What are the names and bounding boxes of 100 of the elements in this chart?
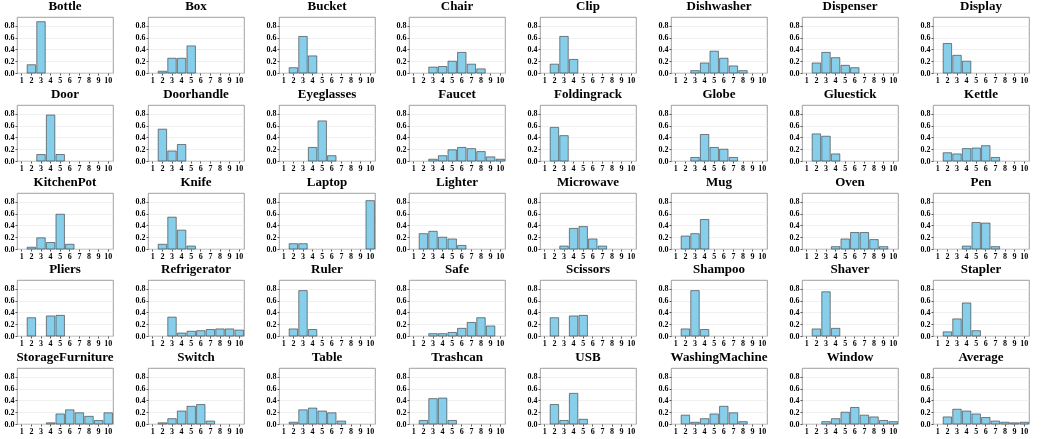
y-tick-label: 0.6 xyxy=(4,120,15,130)
x-tick-label: 3 xyxy=(954,163,959,173)
y-tick-label: 0.2 xyxy=(396,232,407,242)
y-tick-label: 0.4 xyxy=(658,220,669,230)
y-tick-label: 0.2 xyxy=(266,407,277,417)
chart-title: Doorhandle xyxy=(162,85,229,101)
x-tick-label: 3 xyxy=(823,426,828,436)
x-tick-label: 7 xyxy=(77,338,82,348)
y-tick-label: 0.0 xyxy=(4,244,15,254)
x-tick-label: 5 xyxy=(58,251,63,261)
x-tick-label: 8 xyxy=(479,163,484,173)
x-tick-label: 5 xyxy=(581,338,586,348)
y-tick-label: 0.6 xyxy=(789,384,800,394)
x-tick-label: 3 xyxy=(431,163,436,173)
x-tick-label: 1 xyxy=(281,163,286,173)
y-tick-label: 0.8 xyxy=(789,21,800,31)
x-tick-label: 5 xyxy=(319,75,324,85)
x-tick-label: 7 xyxy=(992,251,997,261)
x-tick-label: 9 xyxy=(227,338,232,348)
x-tick-label: 2 xyxy=(290,75,295,85)
y-tick-label: 0.8 xyxy=(4,21,15,31)
x-tick-label: 9 xyxy=(96,251,101,261)
x-tick-label: 4 xyxy=(833,251,838,261)
x-tick-label: 6 xyxy=(590,251,595,261)
y-tick-label: 0.2 xyxy=(789,144,800,154)
y-tick-label: 0.6 xyxy=(4,33,15,43)
x-tick-label: 3 xyxy=(692,251,697,261)
x-tick-label: 5 xyxy=(973,75,978,85)
y-tick-label: 0.2 xyxy=(135,320,146,330)
x-tick-label: 8 xyxy=(217,251,222,261)
y-tick-label: 0.6 xyxy=(527,120,538,130)
y-tick-label: 0.4 xyxy=(266,132,277,142)
y-tick-label: 0.6 xyxy=(396,33,407,43)
y-tick-label: 0.8 xyxy=(658,372,669,382)
x-tick-label: 6 xyxy=(983,163,988,173)
y-tick-label: 0.0 xyxy=(396,331,407,341)
x-tick-label: 8 xyxy=(871,338,876,348)
y-tick-label: 0.6 xyxy=(789,33,800,43)
y-tick-label: 0.8 xyxy=(396,196,407,206)
x-tick-label: 2 xyxy=(421,251,426,261)
y-tick-label: 0.2 xyxy=(266,144,277,154)
y-tick-label: 0.8 xyxy=(527,196,538,206)
x-tick-label: 2 xyxy=(683,163,688,173)
x-tick-label: 1 xyxy=(673,338,678,348)
x-tick-label: 3 xyxy=(954,426,959,436)
x-tick-label: 5 xyxy=(450,163,455,173)
x-tick-label: 6 xyxy=(67,163,72,173)
y-tick-label: 0.4 xyxy=(789,220,800,230)
y-tick-label: 0.6 xyxy=(789,120,800,130)
y-tick-label: 0.4 xyxy=(920,132,931,142)
x-tick-label: 8 xyxy=(348,163,353,173)
x-tick-label: 4 xyxy=(310,426,315,436)
x-tick-label: 5 xyxy=(450,426,455,436)
chart-title: Oven xyxy=(834,173,866,189)
x-tick-label: 10 xyxy=(496,426,505,436)
y-tick-label: 0.4 xyxy=(789,44,800,54)
x-tick-label: 8 xyxy=(871,163,876,173)
x-tick-label: 6 xyxy=(67,251,72,261)
y-tick-label: 0.6 xyxy=(789,296,800,306)
x-tick-label: 2 xyxy=(552,75,557,85)
y-tick-label: 0.0 xyxy=(789,156,800,166)
y-tick-label: 0.0 xyxy=(135,244,146,254)
x-tick-label: 3 xyxy=(39,426,43,436)
x-tick-label: 8 xyxy=(479,75,484,85)
y-tick-label: 0.2 xyxy=(135,407,146,417)
y-tick-label: 0.6 xyxy=(396,296,407,306)
chart-title: Refrigerator xyxy=(160,261,232,277)
y-tick-label: 0.2 xyxy=(4,407,15,417)
x-tick-label: 9 xyxy=(96,426,101,436)
x-tick-label: 10 xyxy=(758,251,767,261)
x-tick-label: 1 xyxy=(935,426,940,436)
x-tick-label: 9 xyxy=(358,338,363,348)
x-tick-label: 8 xyxy=(871,251,876,261)
x-tick-label: 1 xyxy=(673,75,678,85)
x-tick-label: 4 xyxy=(179,75,184,85)
y-tick-label: 0.4 xyxy=(396,308,407,318)
x-tick-label: 4 xyxy=(571,75,576,85)
x-tick-label: 7 xyxy=(992,163,997,173)
x-tick-label: 9 xyxy=(358,75,363,85)
y-tick-label: 0.4 xyxy=(135,308,146,318)
y-tick-label: 0.2 xyxy=(396,144,407,154)
x-tick-label: 9 xyxy=(358,163,363,173)
x-tick-label: 7 xyxy=(208,75,213,85)
y-tick-label: 0.4 xyxy=(396,132,407,142)
x-tick-label: 4 xyxy=(833,163,838,173)
y-tick-label: 0.2 xyxy=(527,144,538,154)
x-tick-label: 10 xyxy=(104,75,113,85)
x-tick-label: 1 xyxy=(150,338,155,348)
y-tick-label: 0.8 xyxy=(4,196,15,206)
y-tick-label: 0.2 xyxy=(658,144,669,154)
x-tick-label: 3 xyxy=(823,163,828,173)
y-tick-label: 0.4 xyxy=(527,396,538,406)
x-tick-label: 3 xyxy=(562,75,567,85)
x-tick-label: 6 xyxy=(852,426,857,436)
x-tick-label: 8 xyxy=(87,426,91,436)
x-tick-label: 5 xyxy=(58,426,63,436)
y-tick-label: 0.0 xyxy=(789,244,800,254)
x-tick-label: 9 xyxy=(227,251,232,261)
x-tick-label: 10 xyxy=(1019,251,1028,261)
x-tick-label: 1 xyxy=(804,75,809,85)
